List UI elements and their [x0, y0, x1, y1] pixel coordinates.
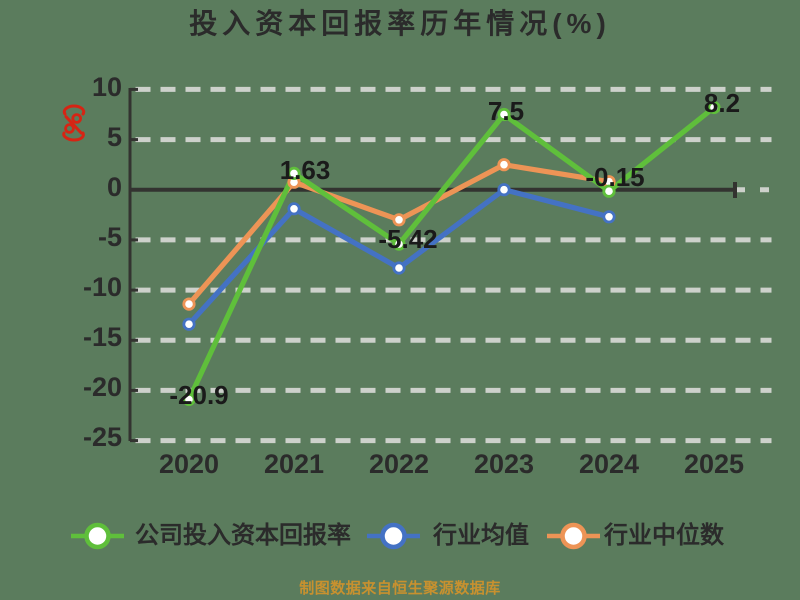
svg-text:行业均值: 行业均值 [432, 521, 529, 549]
svg-text:公司投入资本回报率: 公司投入资本回报率 [135, 521, 351, 549]
svg-text:行业中位数: 行业中位数 [603, 521, 725, 549]
